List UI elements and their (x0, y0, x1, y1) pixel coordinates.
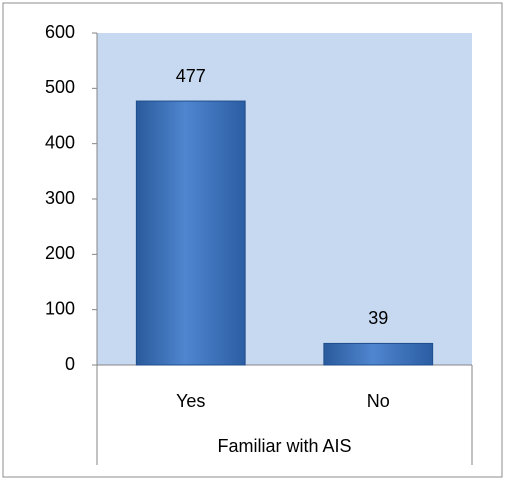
x-axis-title: Familiar with AIS (217, 436, 351, 456)
bar (323, 342, 434, 366)
x-tick-label: No (367, 391, 390, 411)
x-tick-label: Yes (176, 391, 205, 411)
y-tick-label: 100 (45, 298, 75, 318)
bar (135, 100, 246, 366)
y-tick-label: 0 (65, 354, 75, 374)
y-tick-label: 600 (45, 22, 75, 42)
y-tick-label: 300 (45, 188, 75, 208)
data-label: 477 (176, 66, 206, 86)
y-tick-label: 500 (45, 77, 75, 97)
y-tick-label: 200 (45, 243, 75, 263)
data-label: 39 (368, 308, 388, 328)
y-tick-label: 400 (45, 132, 75, 152)
